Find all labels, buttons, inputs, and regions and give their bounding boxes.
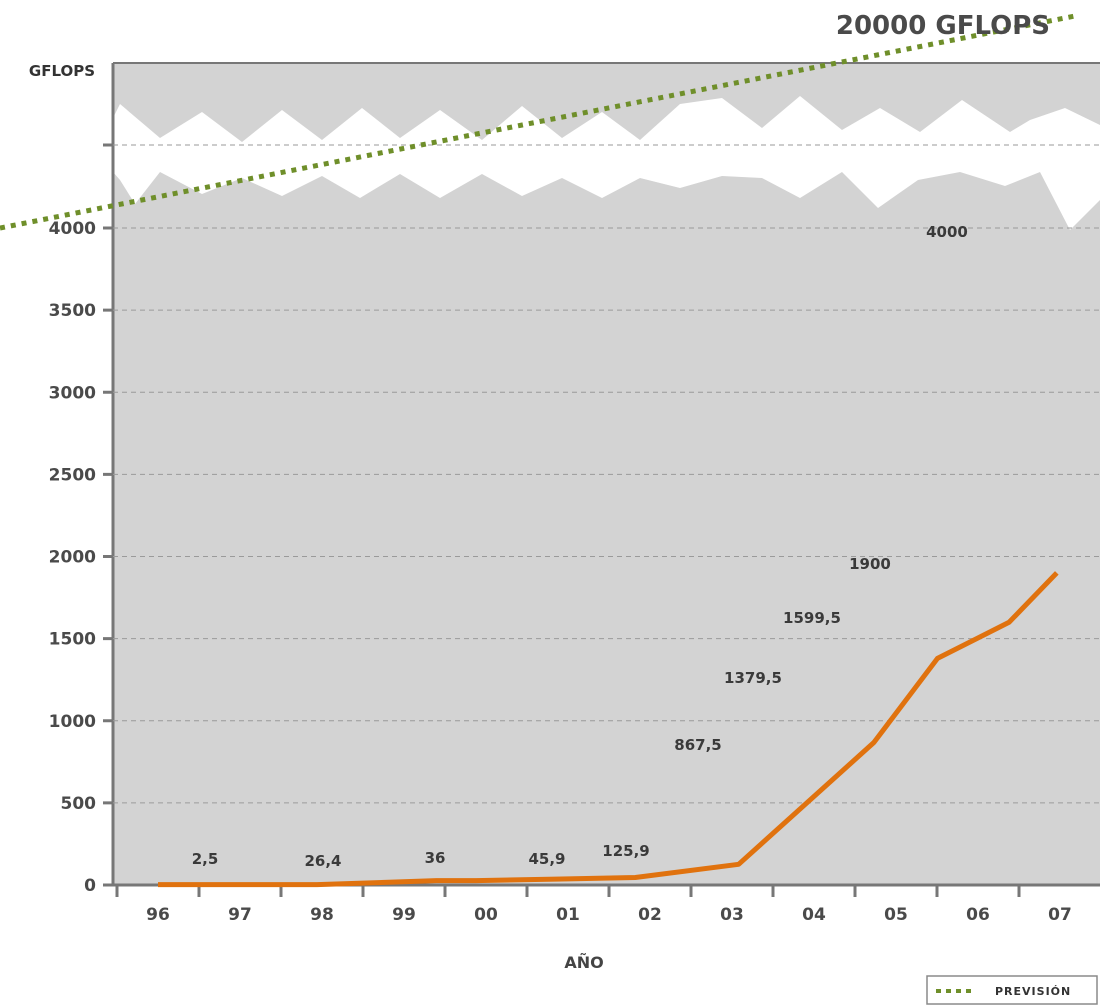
y-tick-label: 2000 [49, 548, 96, 568]
data-label: 1599,5 [783, 609, 841, 627]
y-tick-label: 3500 [49, 301, 96, 321]
y-axis-label: GFLOPS [29, 62, 95, 80]
y-tick-label: 3000 [49, 383, 96, 403]
data-label: 26,4 [304, 852, 341, 870]
data-label: 125,9 [602, 842, 649, 860]
y-tick-label: 1500 [49, 630, 96, 650]
y-tick-label: 0 [84, 876, 96, 896]
x-tick-label: 05 [884, 905, 908, 925]
data-label: 4000 [926, 223, 968, 241]
y-tick-label: 2500 [49, 465, 96, 485]
x-axis-title: AÑO [564, 953, 603, 972]
x-tick-label: 99 [392, 905, 416, 925]
data-label: 45,9 [528, 850, 565, 868]
x-tick-label: 06 [966, 905, 990, 925]
data-label: 867,5 [674, 736, 721, 754]
y-tick-label: 500 [61, 794, 97, 814]
y-tick-label: 4000 [49, 219, 96, 239]
x-tick-label: 04 [802, 905, 826, 925]
legend: PREVISIÓN [926, 975, 1098, 1005]
y-tick-labels: 0 500 1000 1500 2000 2500 3000 3500 4000 [49, 143, 113, 896]
x-tick-label: 97 [228, 905, 252, 925]
axis-break-band [113, 96, 1100, 230]
x-tick-label: 96 [146, 905, 170, 925]
forecast-line [0, 13, 1076, 231]
x-tick-label: 07 [1048, 905, 1072, 925]
legend-box [926, 975, 1098, 1005]
x-tick-label: 01 [556, 905, 580, 925]
data-label: 1900 [849, 555, 891, 573]
x-tick-label: 03 [720, 905, 744, 925]
y-tick-label: 1000 [49, 712, 96, 732]
x-tick-label: 00 [474, 905, 498, 925]
data-label: 2,5 [192, 850, 219, 868]
data-labels: 2,5 26,4 36 45,9 125,9 867,5 1379,5 1599,5 1900 4… [192, 223, 968, 870]
grid [113, 144, 1100, 804]
series-line [158, 571, 1059, 888]
x-tick-labels: 96 97 98 99 00 01 02 03 04 05 06 07 [115, 885, 1072, 925]
x-tick-label: 02 [638, 905, 662, 925]
legend-forecast-label: PREVISIÓN [995, 985, 1071, 998]
x-tick-label: 98 [310, 905, 334, 925]
data-label: 36 [425, 849, 446, 867]
data-label: 1379,5 [724, 669, 782, 687]
projection-label: 20000 GFLOPS [836, 11, 1050, 41]
